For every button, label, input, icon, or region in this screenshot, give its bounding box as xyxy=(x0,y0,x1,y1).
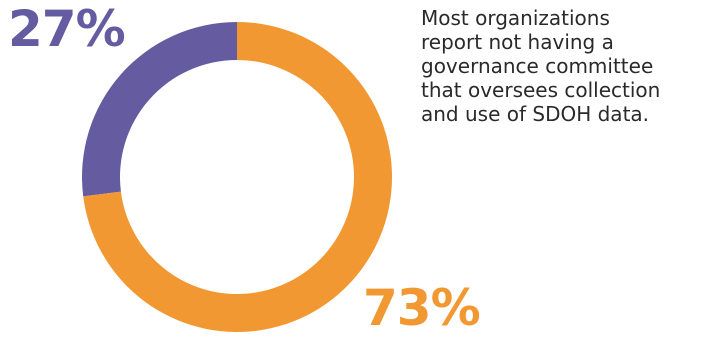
caption-line: and use of SDOH data. xyxy=(421,102,650,126)
caption-line: report not having a xyxy=(421,30,614,54)
slice-label-27: 27% xyxy=(8,0,126,58)
caption-line: governance committee xyxy=(421,54,654,78)
caption-line: Most organizations xyxy=(421,6,610,30)
donut-slice-committee xyxy=(82,22,237,197)
caption-line: that oversees collection xyxy=(421,78,661,102)
chart-caption: Most organizations report not having a g… xyxy=(421,6,713,126)
slice-label-73: 73% xyxy=(363,279,481,337)
donut-slices xyxy=(82,22,392,332)
